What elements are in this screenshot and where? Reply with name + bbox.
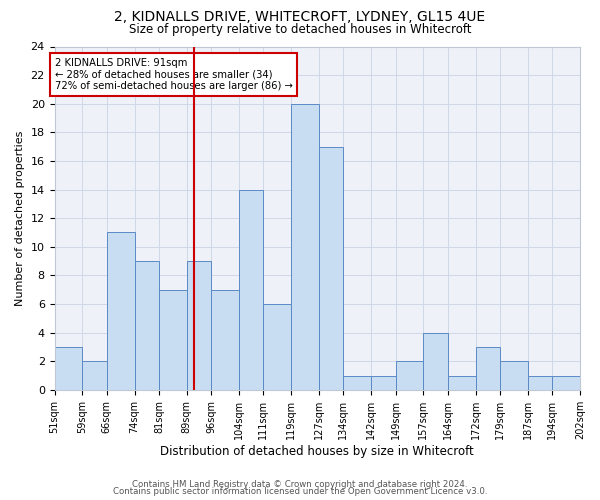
Bar: [448, 376, 476, 390]
Bar: [291, 104, 319, 390]
Text: 2, KIDNALLS DRIVE, WHITECROFT, LYDNEY, GL15 4UE: 2, KIDNALLS DRIVE, WHITECROFT, LYDNEY, G…: [115, 10, 485, 24]
Bar: [395, 361, 424, 390]
Text: Contains HM Land Registry data © Crown copyright and database right 2024.: Contains HM Land Registry data © Crown c…: [132, 480, 468, 489]
Bar: [476, 347, 500, 390]
Text: Size of property relative to detached houses in Whitecroft: Size of property relative to detached ho…: [129, 22, 471, 36]
Text: 2 KIDNALLS DRIVE: 91sqm
← 28% of detached houses are smaller (34)
72% of semi-de: 2 KIDNALLS DRIVE: 91sqm ← 28% of detache…: [55, 58, 292, 91]
Bar: [371, 376, 395, 390]
Bar: [343, 376, 371, 390]
Bar: [211, 290, 239, 390]
Y-axis label: Number of detached properties: Number of detached properties: [15, 130, 25, 306]
Bar: [55, 347, 82, 390]
Bar: [424, 332, 448, 390]
Bar: [263, 304, 291, 390]
Bar: [528, 376, 552, 390]
Bar: [187, 261, 211, 390]
Bar: [239, 190, 263, 390]
X-axis label: Distribution of detached houses by size in Whitecroft: Distribution of detached houses by size …: [160, 444, 474, 458]
Bar: [82, 361, 107, 390]
Bar: [159, 290, 187, 390]
Bar: [552, 376, 580, 390]
Text: Contains public sector information licensed under the Open Government Licence v3: Contains public sector information licen…: [113, 488, 487, 496]
Bar: [134, 261, 159, 390]
Bar: [107, 232, 134, 390]
Bar: [319, 146, 343, 390]
Bar: [500, 361, 528, 390]
